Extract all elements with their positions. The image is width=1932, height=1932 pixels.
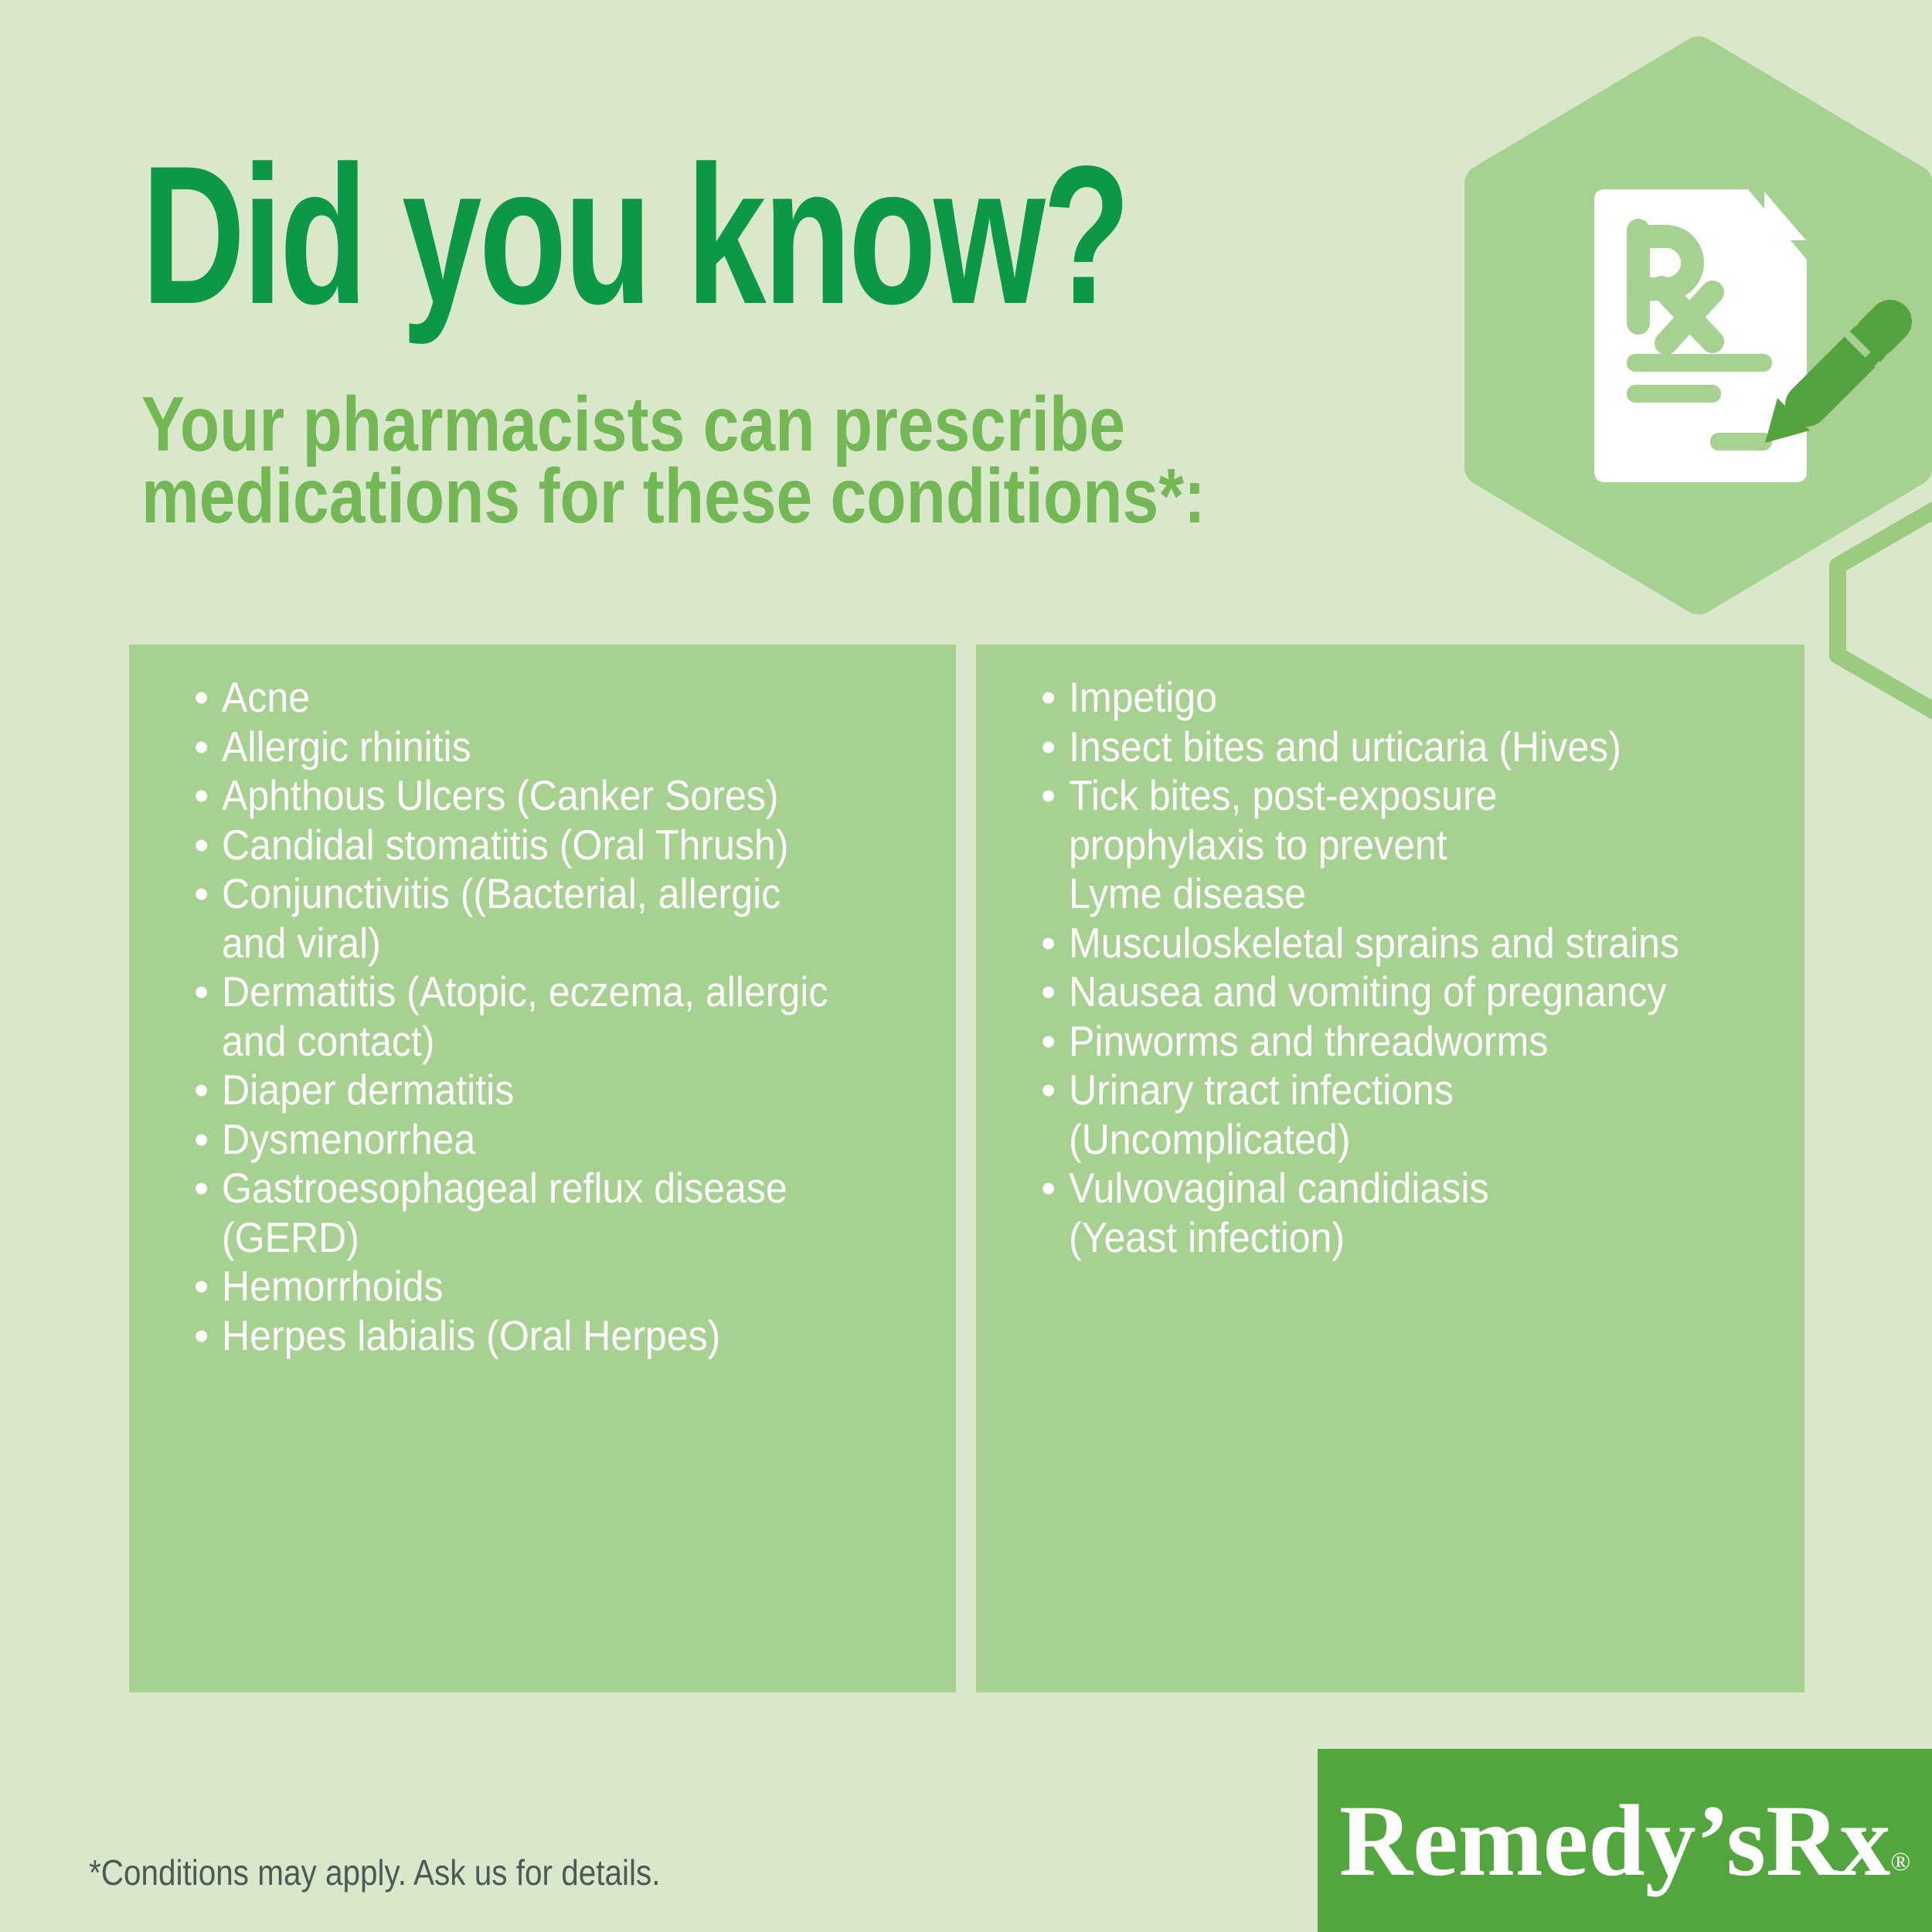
list-item-text: Candidal stomatitis (Oral Thrush) [222,820,789,869]
list-item: (GERD) [129,1213,956,1263]
list-item: and viral) [129,919,956,968]
list-item: Gastroesophageal reflux disease [129,1164,956,1213]
list-item-text: Dysmenorrhea [222,1114,476,1163]
list-item: Acne [129,673,956,723]
conditions-panel-right: ImpetigoInsect bites and urticaria (Hive… [976,645,1804,1692]
list-item-text: Allergic rhinitis [222,722,471,770]
list-item: Dysmenorrhea [129,1115,956,1165]
list-item: Impetigo [976,673,1804,723]
list-item-text: prophylaxis to prevent [1069,820,1447,869]
list-item-text: Vulvovaginal candidiasis [1069,1164,1489,1212]
list-item: Pinworms and threadworms [976,1017,1804,1066]
list-item: Lyme disease [976,869,1804,919]
registered-trademark-icon: ® [1890,1847,1911,1876]
folded-corner-icon [1764,192,1806,240]
signature-line [1710,433,1772,451]
pen-icon [1765,300,1912,443]
list-item: Dermatitis (Atopic, eczema, allergic [129,968,956,1017]
list-item-text: Impetigo [1069,673,1217,721]
footnote-text: *Conditions may apply. Ask us for detail… [89,1852,661,1893]
list-item-text: Nausea and vomiting of pregnancy [1069,968,1667,1015]
subtitle-line-1: Your pharmacists can prescribe [141,381,1125,468]
list-item: Conjunctivitis ((Bacterial, allergic [129,869,956,919]
list-item: (Yeast infection) [976,1213,1804,1263]
list-item-text: Insect bites and urticaria (Hives) [1069,722,1621,770]
list-item-text: Pinworms and threadworms [1069,1016,1549,1065]
list-item: and contact) [129,1017,956,1066]
list-item-text: Musculoskeletal sprains and strains [1069,918,1680,967]
list-item: Candidal stomatitis (Oral Thrush) [129,821,956,870]
list-item: Tick bites, post-exposure [976,771,1804,821]
subtitle-line-2: medications for these conditions*: [141,453,1206,539]
list-item-text: Diaper dermatitis [222,1066,515,1114]
list-item: Urinary tract infections [976,1066,1804,1115]
list-item: Musculoskeletal sprains and strains [976,919,1804,968]
document-text-line [1627,385,1721,403]
document-text-line [1627,354,1772,372]
logo-bar: Remedy’sRx® [1318,1749,1932,1932]
list-item-text: (GERD) [222,1213,359,1261]
list-item: prophylaxis to prevent [976,821,1804,870]
list-item-text: Aphthous Ulcers (Canker Sores) [222,771,779,819]
conditions-list-left: AcneAllergic rhinitisAphthous Ulcers (Ca… [129,645,956,1360]
list-item-text: (Uncomplicated) [1069,1114,1351,1163]
list-item: Herpes labialis (Oral Herpes) [129,1311,956,1361]
list-item: Nausea and vomiting of pregnancy [976,968,1804,1017]
list-item: Allergic rhinitis [129,723,956,772]
page-title: Did you know? [141,122,1492,349]
list-item-text: and viral) [222,918,381,967]
list-item: Vulvovaginal candidiasis [976,1164,1804,1213]
list-item-text: and contact) [222,1016,435,1065]
footnote: *Conditions may apply. Ask us for detail… [89,1852,738,1893]
outlined-hexagon-icon [1829,501,1932,720]
list-item-text: Herpes labialis (Oral Herpes) [222,1311,721,1359]
subtitle: Your pharmacists can prescribe medicatio… [141,381,1408,539]
list-item: Insect bites and urticaria (Hives) [976,723,1804,772]
pen-tip [1765,398,1810,443]
remedysrx-logo: Remedy’sRx® [1339,1789,1911,1892]
conditions-list-right: ImpetigoInsect bites and urticaria (Hive… [976,645,1804,1262]
conditions-panel-left: AcneAllergic rhinitisAphthous Ulcers (Ca… [129,645,956,1692]
list-item: Hemorrhoids [129,1262,956,1311]
list-item: Diaper dermatitis [129,1066,956,1115]
list-item: Aphthous Ulcers (Canker Sores) [129,771,956,821]
page-title-text: Did you know? [141,125,1131,345]
list-item-text: Conjunctivitis ((Bacterial, allergic [222,869,781,917]
list-item-text: Hemorrhoids [222,1262,444,1310]
list-item-text: Gastroesophageal reflux disease [222,1164,787,1212]
list-item-text: Tick bites, post-exposure [1069,771,1498,819]
list-item-text: Acne [222,673,311,721]
list-item-text: Lyme disease [1069,869,1306,917]
rx-symbol-icon [1627,219,1724,355]
list-item-text: Urinary tract infections [1069,1066,1454,1114]
list-item: (Uncomplicated) [976,1115,1804,1165]
logo-wordmark: Remedy’sRx [1338,1783,1891,1897]
list-item-text: Dermatitis (Atopic, eczema, allergic [222,968,828,1015]
list-item-text: (Yeast infection) [1069,1213,1345,1261]
prescription-rx-document-icon [1594,189,1807,482]
